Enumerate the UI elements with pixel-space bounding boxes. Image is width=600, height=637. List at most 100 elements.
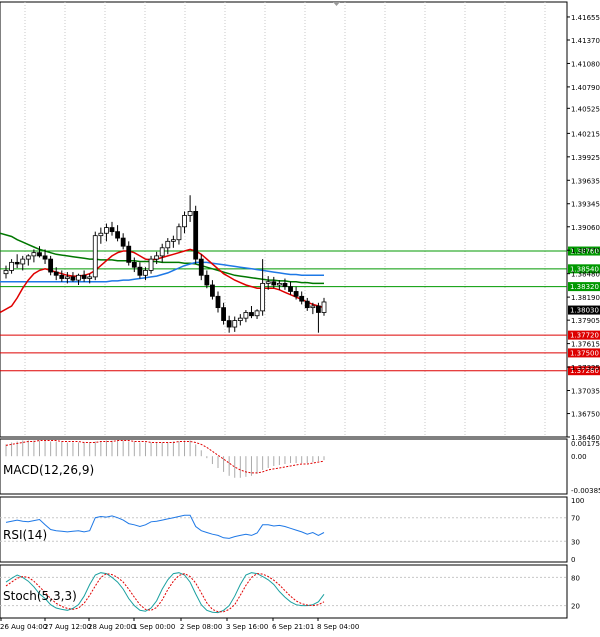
x-tick-label: 27 Aug 12:00 xyxy=(44,623,91,631)
candle-bull xyxy=(187,211,193,216)
level-label: 1.37280 xyxy=(570,367,599,375)
rsi-tick-label: 30 xyxy=(571,538,580,546)
scroll-marker-icon[interactable] xyxy=(333,2,340,6)
candle-bull xyxy=(143,270,148,276)
candle-bear xyxy=(48,258,54,273)
price-tick-label: 1.39635 xyxy=(571,177,600,185)
main-panel xyxy=(0,1,568,438)
macd-tick-label: 0.001753 xyxy=(571,440,600,448)
macd-tick-label: 0.00 xyxy=(571,453,587,461)
price-tick-label: 1.41370 xyxy=(571,37,600,45)
candle-bear xyxy=(271,281,277,286)
x-tick-label: 3 Sep 16:00 xyxy=(226,623,268,631)
price-tick-label: 1.40215 xyxy=(571,130,600,138)
ma-slow-line xyxy=(0,232,324,285)
candle-bear xyxy=(81,274,87,279)
candle-bear xyxy=(115,231,120,239)
candle-bull xyxy=(276,282,282,286)
level-badge xyxy=(568,348,600,358)
price-tick-label: 1.39060 xyxy=(571,224,600,232)
macd-label: MACD(12,26,9) xyxy=(3,463,94,477)
current-price-badge xyxy=(568,305,600,315)
candle-bear xyxy=(249,312,254,317)
candle-bear xyxy=(131,261,137,268)
level-label: 1.37500 xyxy=(570,349,599,357)
candle-bear xyxy=(299,295,305,302)
candle-bull xyxy=(260,282,266,312)
x-tick-label: 8 Sep 04:00 xyxy=(317,623,359,631)
price-tick-label: 1.41080 xyxy=(571,60,600,68)
level-badge xyxy=(568,366,600,376)
candle-bull xyxy=(104,227,109,234)
price-tick-label: 1.40525 xyxy=(571,105,600,113)
rsi-line xyxy=(5,514,325,539)
candle-bull xyxy=(25,255,31,260)
price-tick-label: 1.38190 xyxy=(571,294,600,302)
candle-bull xyxy=(265,281,271,284)
candle-bull xyxy=(148,258,154,271)
candle-bear xyxy=(137,266,143,276)
price-tick-label: 1.37325 xyxy=(571,364,600,372)
macd-panel xyxy=(0,438,568,495)
stoch-label: Stoch(5,3,3) xyxy=(3,589,77,603)
rsi-panel xyxy=(0,496,568,563)
candle-bull xyxy=(92,235,98,278)
candle-bear xyxy=(193,211,199,260)
candle-bear xyxy=(215,295,221,309)
price-tick-label: 1.37035 xyxy=(571,388,600,396)
candle-bull xyxy=(165,240,171,249)
price-tick-label: 1.38480 xyxy=(571,271,600,279)
rsi-label: RSI(14) xyxy=(3,528,47,542)
level-badge xyxy=(568,330,600,340)
candle-bear xyxy=(42,255,48,260)
stoch-d-line xyxy=(5,573,325,613)
candle-bull xyxy=(237,317,243,321)
price-tick-label: 1.38770 xyxy=(571,247,600,255)
level-label: 1.38540 xyxy=(570,265,599,273)
candle-bear xyxy=(198,258,204,276)
rsi-tick-label: 70 xyxy=(571,515,580,523)
ma-fast-line xyxy=(0,248,325,314)
candle-bull xyxy=(20,258,26,265)
candle-bear xyxy=(204,274,210,286)
stoch-tick-label: 80 xyxy=(571,574,580,582)
candle-bear xyxy=(109,227,115,233)
macd-tick-label: -0.003854 xyxy=(571,487,600,495)
level-label: 1.38320 xyxy=(570,283,599,291)
candle-bear xyxy=(53,271,59,276)
candle-bull xyxy=(64,276,70,279)
candle-bull xyxy=(321,301,327,313)
stoch-tick-label: 20 xyxy=(571,603,580,611)
price-tick-label: 1.37905 xyxy=(571,317,600,325)
candle-bear xyxy=(59,274,65,279)
candle-bull xyxy=(254,310,260,317)
candle-bear xyxy=(126,245,132,263)
candle-bull xyxy=(3,270,9,275)
rsi-tick-label: 0 xyxy=(571,556,575,564)
candle-bull xyxy=(182,215,187,228)
candle-bear xyxy=(226,320,232,328)
candle-bull xyxy=(232,320,238,328)
candle-bear xyxy=(316,305,321,313)
candle-bull xyxy=(31,252,37,257)
rsi-tick-label: 100 xyxy=(571,497,584,505)
level-label: 1.38760 xyxy=(570,248,599,256)
level-label: 1.37720 xyxy=(570,332,599,340)
candle-bear xyxy=(293,291,299,297)
candle-bear xyxy=(14,261,20,265)
price-tick-label: 1.37615 xyxy=(571,341,600,349)
candle-bear xyxy=(70,276,76,281)
level-badge xyxy=(568,246,600,256)
candle-bull xyxy=(154,255,160,260)
level-badge xyxy=(568,264,600,274)
candle-bear xyxy=(304,300,310,309)
candle-bull xyxy=(176,226,182,241)
price-tick-label: 1.41655 xyxy=(571,14,600,22)
candle-bull xyxy=(159,247,165,257)
candle-bull xyxy=(76,274,81,281)
price-tick-label: 1.36460 xyxy=(571,434,600,442)
candle-bear xyxy=(210,284,215,297)
level-badge xyxy=(568,282,600,292)
candle-bull xyxy=(170,239,176,242)
